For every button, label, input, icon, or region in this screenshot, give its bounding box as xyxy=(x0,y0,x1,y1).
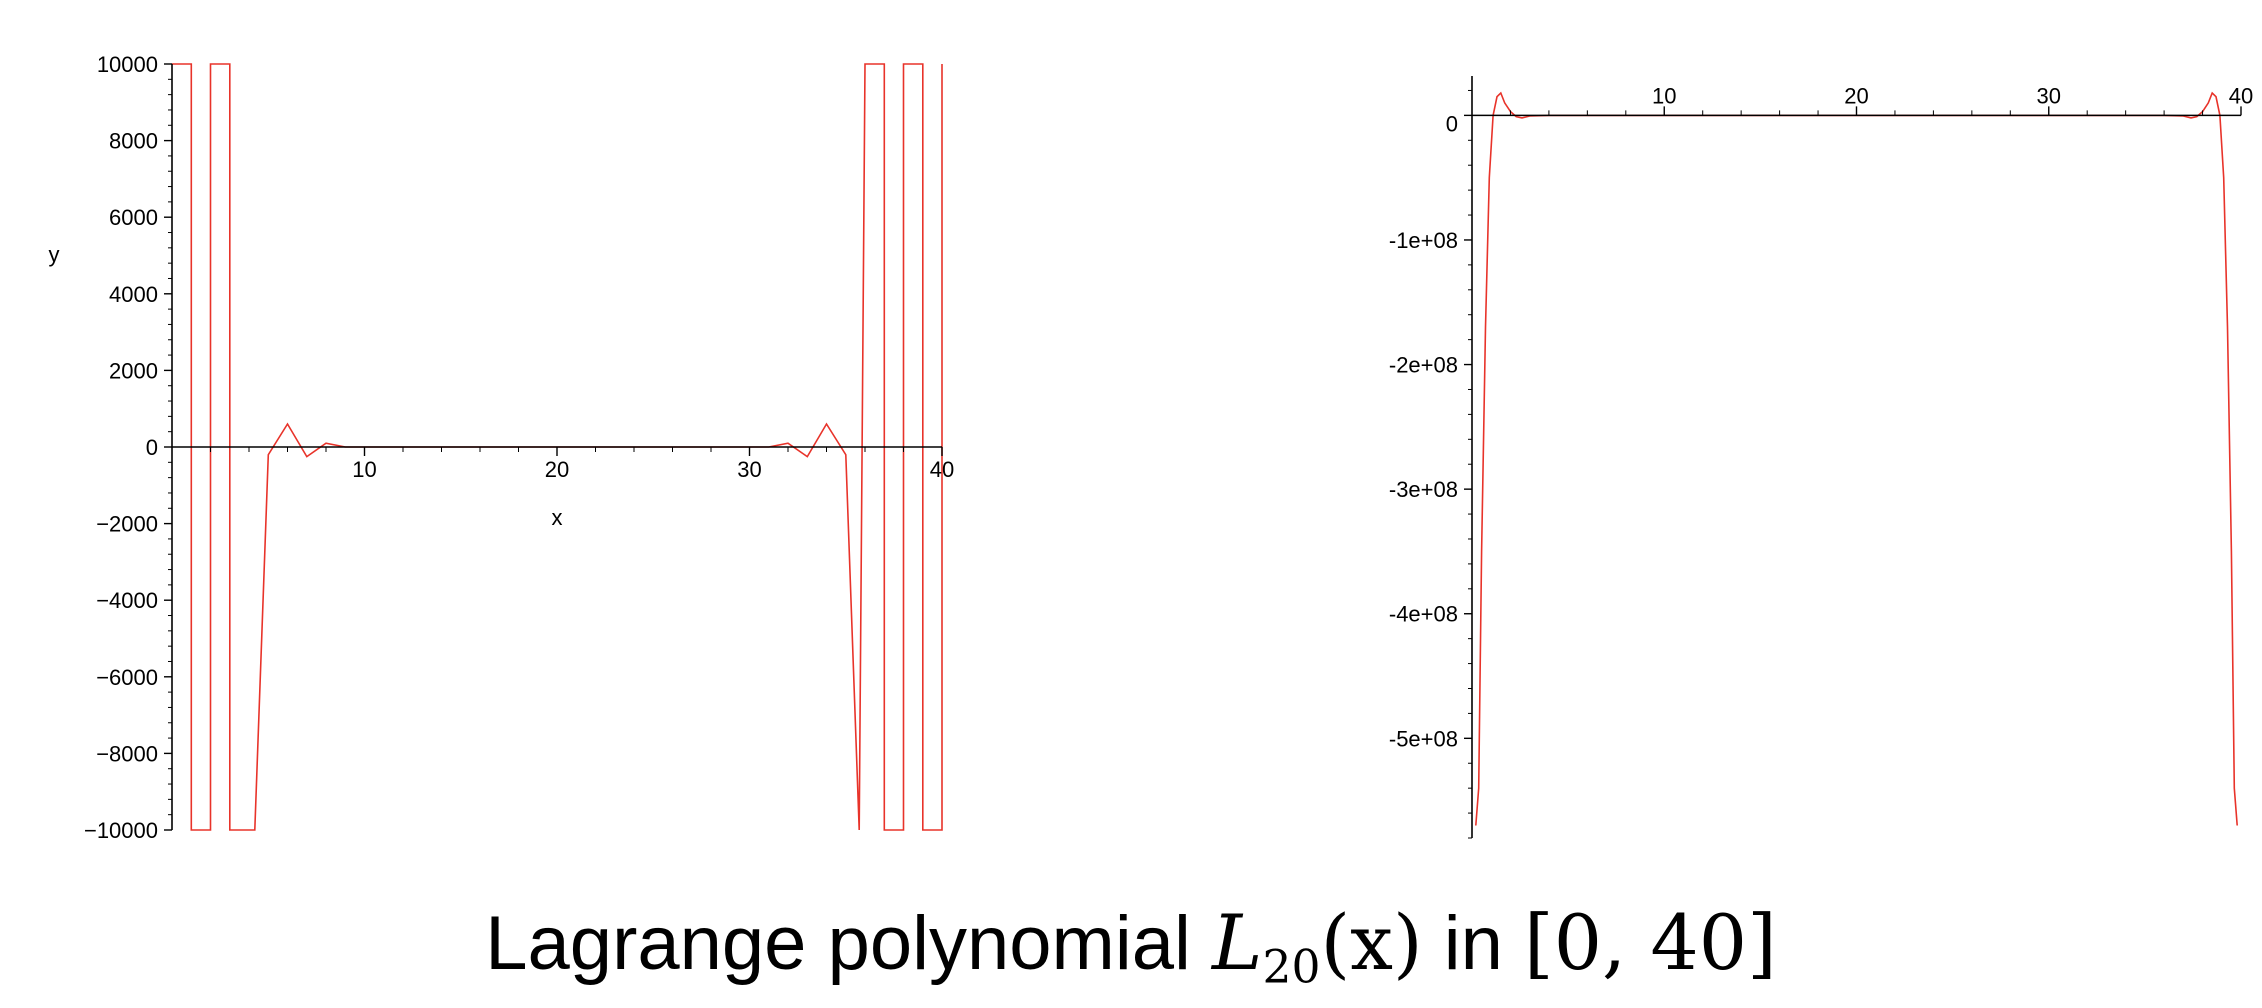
y-tick-label: -1e+08 xyxy=(1389,228,1458,253)
caption-math: L20(x) xyxy=(1211,898,1423,990)
y-tick-label: 0 xyxy=(1446,111,1458,136)
x-tick-label: 10 xyxy=(352,457,376,482)
x-tick-label: 20 xyxy=(545,457,569,482)
y-tick-label: −6000 xyxy=(96,665,158,690)
x-tick-label: 40 xyxy=(2229,83,2253,108)
x-tick-label: 10 xyxy=(1652,83,1676,108)
right-plot-minor-ticks xyxy=(1468,89,2204,839)
y-tick-label: 8000 xyxy=(109,129,158,154)
right-plot-curve xyxy=(1475,91,2238,826)
left-plot-minor-ticks xyxy=(168,78,904,816)
y-tick-label: −10000 xyxy=(84,818,158,843)
y-tick-label: −2000 xyxy=(96,512,158,537)
left-plot-x-axis-label: x xyxy=(552,505,563,530)
y-tick-label: -2e+08 xyxy=(1389,353,1458,378)
left-plot-y-ticks: 10000 8000 6000 4000 2000 0 −2000 −4000 −6000 −80… xyxy=(84,52,172,843)
y-tick-label: -4e+08 xyxy=(1389,602,1458,627)
caption-math-sub: 20 xyxy=(1262,940,1321,994)
y-tick-label: 10000 xyxy=(97,52,158,77)
right-plot-y-ticks: 0 -1e+08 -2e+08 -3e+08 -4e+08 -5e+08 xyxy=(1389,111,1472,751)
y-tick-label: -3e+08 xyxy=(1389,477,1458,502)
caption-in: in xyxy=(1422,901,1525,986)
left-plot-y-axis-label: y xyxy=(49,242,60,267)
x-tick-label: 30 xyxy=(737,457,761,482)
y-tick-label: 4000 xyxy=(109,282,158,307)
left-plot: 10 20 30 40 10000 8000 6000 4000 2000 0 −2000 −400… xyxy=(49,52,955,843)
right-plot: 10 20 30 40 0 -1e+08 -2e+08 -3e+08 -4e+08 -5e+08 xyxy=(1389,76,2253,839)
y-tick-label: 6000 xyxy=(109,205,158,230)
x-tick-label: 20 xyxy=(1844,83,1868,108)
right-plot-x-ticks: 10 20 30 40 xyxy=(1652,83,2253,116)
y-tick-label: −8000 xyxy=(96,741,158,766)
y-tick-label: 2000 xyxy=(109,358,158,383)
y-tick-label: −4000 xyxy=(96,588,158,613)
left-plot-x-ticks: 10 20 30 40 xyxy=(352,447,954,482)
x-tick-label: 30 xyxy=(2037,83,2061,108)
caption-math-arg: (x) xyxy=(1320,898,1423,987)
y-tick-label: -5e+08 xyxy=(1389,726,1458,751)
caption-math-var: L xyxy=(1211,898,1263,987)
caption-interval: [0, 40] xyxy=(1524,898,1777,987)
y-tick-label: 0 xyxy=(146,435,158,460)
figure-caption: Lagrange polynomial L20(x) in [0, 40] xyxy=(0,905,2262,990)
caption-prefix: Lagrange polynomial xyxy=(485,901,1212,986)
x-tick-label: 40 xyxy=(930,457,954,482)
